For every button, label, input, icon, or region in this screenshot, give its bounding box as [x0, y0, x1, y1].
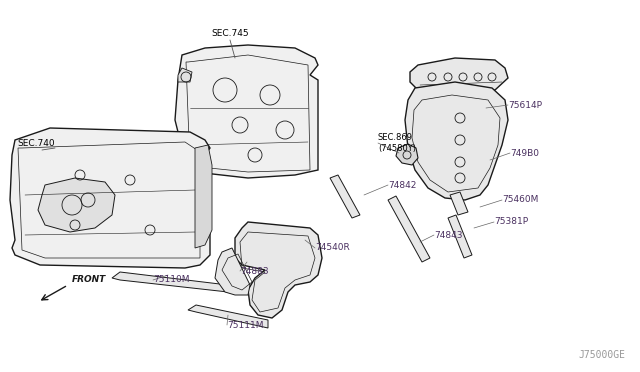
Text: 74883: 74883	[240, 266, 269, 276]
Text: 749B0: 749B0	[510, 148, 539, 157]
Text: 74843: 74843	[434, 231, 463, 240]
Text: 75381P: 75381P	[494, 218, 528, 227]
Polygon shape	[450, 192, 468, 215]
Polygon shape	[235, 222, 322, 318]
Text: SEC.869
(74580Y): SEC.869 (74580Y)	[378, 133, 416, 153]
Polygon shape	[178, 68, 192, 82]
Text: J75000GE: J75000GE	[578, 350, 625, 360]
Polygon shape	[112, 272, 228, 292]
Text: 75614P: 75614P	[508, 100, 542, 109]
Polygon shape	[396, 144, 418, 165]
Polygon shape	[38, 178, 115, 232]
Polygon shape	[330, 175, 360, 218]
Polygon shape	[405, 82, 508, 200]
Text: 75111M: 75111M	[227, 321, 264, 330]
Polygon shape	[10, 128, 210, 268]
Text: 74540R: 74540R	[315, 244, 349, 253]
Text: 75110M: 75110M	[153, 276, 189, 285]
Text: SEC.740: SEC.740	[17, 139, 54, 148]
Polygon shape	[410, 58, 508, 95]
Text: SEC.745: SEC.745	[211, 29, 249, 38]
Polygon shape	[188, 305, 268, 328]
Polygon shape	[215, 248, 250, 295]
Text: 74842: 74842	[388, 180, 417, 189]
Polygon shape	[388, 196, 430, 262]
Polygon shape	[448, 215, 472, 258]
Polygon shape	[195, 145, 212, 248]
Text: 75460M: 75460M	[502, 196, 538, 205]
Text: FRONT: FRONT	[72, 275, 106, 284]
Polygon shape	[175, 45, 318, 178]
